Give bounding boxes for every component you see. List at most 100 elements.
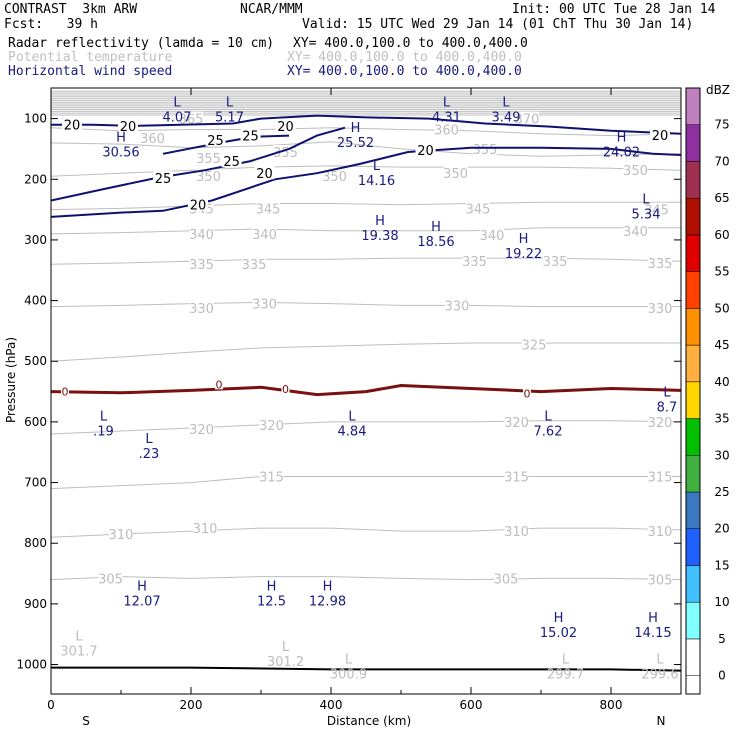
extremum-marker-L: L — [348, 410, 356, 425]
reflectivity-label: 0 — [282, 383, 289, 396]
extremum-marker-L: L — [173, 95, 181, 110]
reflectivity-label: 0 — [62, 386, 69, 399]
theta-label-bg — [648, 300, 672, 314]
theta-contour-330 — [51, 301, 681, 308]
org-label: NCAR/MMM — [240, 2, 303, 17]
colorbar-swatch — [685, 381, 701, 419]
extremum-marker-H: H — [519, 232, 529, 247]
extremum-value: 15.02 — [540, 626, 577, 641]
theta-label-bg — [515, 111, 539, 125]
theta-label: 350 — [623, 164, 648, 179]
field-2-name: Potential temperature — [8, 50, 173, 65]
theta-label: 340 — [252, 228, 277, 243]
colorbar-swatch — [685, 308, 701, 346]
theta-label: 310 — [504, 525, 529, 540]
wind-contour-20 — [51, 146, 681, 218]
theta-label-bg — [504, 524, 529, 538]
theta-label-bg — [445, 298, 469, 312]
x-axis-label: Distance (km) — [327, 714, 411, 728]
plot-frame — [50, 87, 682, 695]
wind-label-bg — [254, 166, 275, 180]
extremum-value: 5.34 — [632, 208, 661, 223]
theta-label-bg — [644, 202, 669, 216]
theta-label: 320 — [259, 419, 284, 434]
extremum-marker-L: L — [345, 652, 353, 667]
theta-label: 355 — [273, 146, 298, 161]
theta-label: 310 — [109, 528, 134, 543]
extremum-marker-L: L — [663, 385, 671, 400]
colorbar-level-label: 50 — [714, 301, 729, 315]
x-tick-label: 400 — [320, 698, 343, 712]
wind-label: 25 — [155, 172, 172, 187]
wind-label-bg — [650, 127, 670, 141]
extremum-value: 299.7 — [547, 667, 584, 682]
theta-label: 360 — [434, 124, 459, 139]
extremum-value: 300.9 — [330, 667, 367, 682]
field-2-xy: XY= 400.0,100.0 to 400.0,400.0 — [287, 50, 522, 65]
extremum-marker-H: H — [375, 214, 385, 229]
theta-label-bg — [434, 122, 459, 136]
extremum-value: 12.98 — [309, 595, 346, 610]
extremum-value: 14.15 — [634, 626, 671, 641]
wind-label: 20 — [652, 129, 669, 144]
colorbar-unit-label: dBZ — [706, 83, 730, 97]
theta-label-bg — [648, 524, 672, 538]
y-tick-label: 500 — [24, 354, 47, 368]
colorbar-swatch — [685, 161, 701, 199]
wind-label-bg — [62, 117, 82, 131]
reflectivity-label-bg — [523, 387, 531, 399]
valid-time: Valid: 15 UTC Wed 29 Jan 14 (01 ChT Thu … — [302, 17, 694, 32]
extremum-value: 8.7 — [657, 400, 678, 415]
colorbar-level-label: 40 — [714, 375, 729, 389]
theta-label: 330 — [189, 302, 214, 317]
x-tick-label: 0 — [47, 698, 55, 712]
extremum-marker-L: L — [544, 410, 552, 425]
wind-label: 20 — [256, 167, 273, 182]
reflectivity-label-bg — [215, 378, 223, 390]
theta-label-bg — [252, 226, 277, 240]
wind-contour-25 — [162, 134, 290, 155]
colorbar-level-label: 5 — [718, 632, 726, 646]
colorbar-level-label: 65 — [714, 191, 729, 205]
wind-label: 20 — [277, 120, 294, 135]
wind-label-bg — [188, 197, 208, 211]
theta-label: 305 — [98, 572, 123, 587]
extremum-marker-L: L — [562, 652, 570, 667]
colorbar-swatch — [685, 271, 701, 309]
theta-label-bg — [259, 417, 284, 431]
theta-label: 320 — [648, 416, 673, 431]
theta-contour-315 — [51, 476, 681, 490]
theta-label-bg — [242, 257, 266, 271]
theta-label: 305 — [648, 574, 673, 589]
forecast-hour: Fcst: 39 h — [4, 17, 98, 32]
colorbar-swatch — [685, 87, 701, 125]
colorbar-level-label: 35 — [714, 412, 729, 426]
colorbar-swatch — [685, 565, 701, 603]
field-3-xy: XY= 400.0,100.0 to 400.0,400.0 — [287, 64, 522, 79]
extremum-value: 4.07 — [163, 110, 192, 125]
extremum-value: 4.31 — [432, 110, 461, 125]
colorbar-level-label: 75 — [714, 118, 729, 132]
theta-label-bg — [252, 296, 277, 310]
theta-label: 315 — [648, 470, 673, 485]
theta-label-bg — [256, 201, 280, 215]
extremum-value: 19.22 — [505, 247, 542, 262]
theta-label-bg — [443, 166, 468, 180]
theta-label-bg — [466, 201, 490, 215]
theta-label: 305 — [494, 572, 519, 587]
theta-label: 315 — [259, 470, 284, 485]
theta-contour-310 — [51, 527, 681, 538]
theta-label: 325 — [522, 338, 547, 353]
reflectivity-label-bg — [61, 385, 69, 397]
wind-label: 20 — [64, 119, 81, 134]
theta-label: 340 — [623, 225, 648, 240]
extremum-marker-L: L — [642, 193, 650, 208]
extremum-marker-L: L — [443, 95, 451, 110]
theta-label: 330 — [445, 299, 470, 314]
colorbar-level-label: 0 — [718, 669, 726, 683]
extremum-value: 301.2 — [267, 655, 304, 670]
theta-label-bg — [648, 255, 672, 269]
theta-label-bg — [189, 257, 214, 271]
theta-label-bg — [480, 228, 504, 242]
theta-label-bg — [494, 571, 518, 585]
